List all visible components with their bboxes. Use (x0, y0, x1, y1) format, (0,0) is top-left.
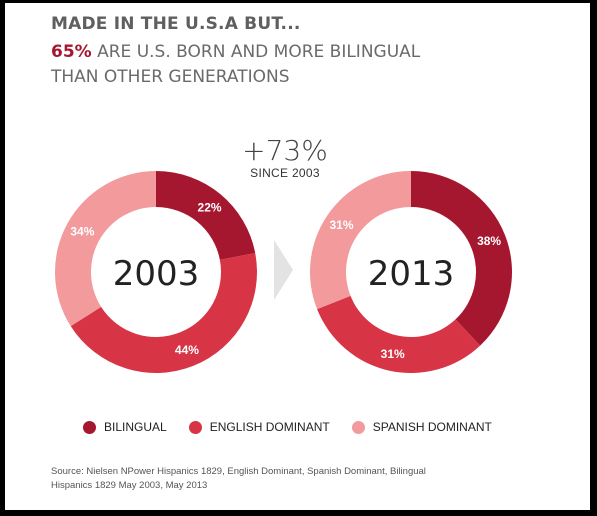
donut-2003-slice-spanish (55, 171, 156, 327)
growth-label: SINCE 2003 (250, 166, 320, 180)
subheadline-text: ARE U.S. BORN AND MORE BILINGUAL THAN OT… (51, 42, 421, 87)
donut-2013-label-bilingual: 38% (477, 234, 501, 248)
donut-2013-slice-spanish (310, 171, 411, 310)
arrow-right-icon (274, 240, 293, 300)
legend-label-spanish-dominant: SPANISH DOMINANT (372, 420, 492, 434)
subheadline: 65% ARE U.S. BORN AND MORE BILINGUAL THA… (51, 40, 471, 90)
donut-2013-label-english: 31% (381, 347, 405, 361)
legend-item-spanish-dominant: SPANISH DOMINANT (351, 420, 492, 434)
donut-2013-label-spanish: 31% (330, 218, 354, 232)
legend-swatch-bilingual (83, 420, 96, 434)
donut-2013-slice-bilingual (411, 171, 512, 346)
legend-item-bilingual: BILINGUAL (83, 420, 167, 434)
legend: BILINGUAL ENGLISH DOMINANT SPANISH DOMIN… (83, 417, 514, 437)
legend-swatch-spanish-dominant (351, 420, 365, 434)
donut-2003-slice-bilingual (156, 171, 256, 260)
donut-2013-slice-english (317, 295, 481, 373)
donut-title-2003: 2003 (113, 254, 200, 294)
growth-value: +73% (242, 134, 328, 167)
donut-title-2013: 2013 (368, 254, 455, 294)
donut-2003-slice-english (70, 253, 258, 373)
headline: MADE IN THE U.S.A BUT... (51, 14, 301, 34)
donut-2003-label-english: 44% (175, 343, 199, 357)
donut-2003-label-spanish: 34% (70, 225, 94, 239)
donut-2003-label-bilingual: 22% (198, 200, 222, 214)
legend-label-english-dominant: ENGLISH DOMINANT (209, 420, 330, 434)
legend-label-bilingual: BILINGUAL (104, 420, 167, 434)
legend-item-english-dominant: ENGLISH DOMINANT (188, 420, 330, 434)
subheadline-percent: 65% (51, 42, 92, 62)
legend-swatch-english-dominant (188, 420, 202, 434)
source-note: Source: Nielsen NPower Hispanics 1829, E… (51, 466, 426, 491)
